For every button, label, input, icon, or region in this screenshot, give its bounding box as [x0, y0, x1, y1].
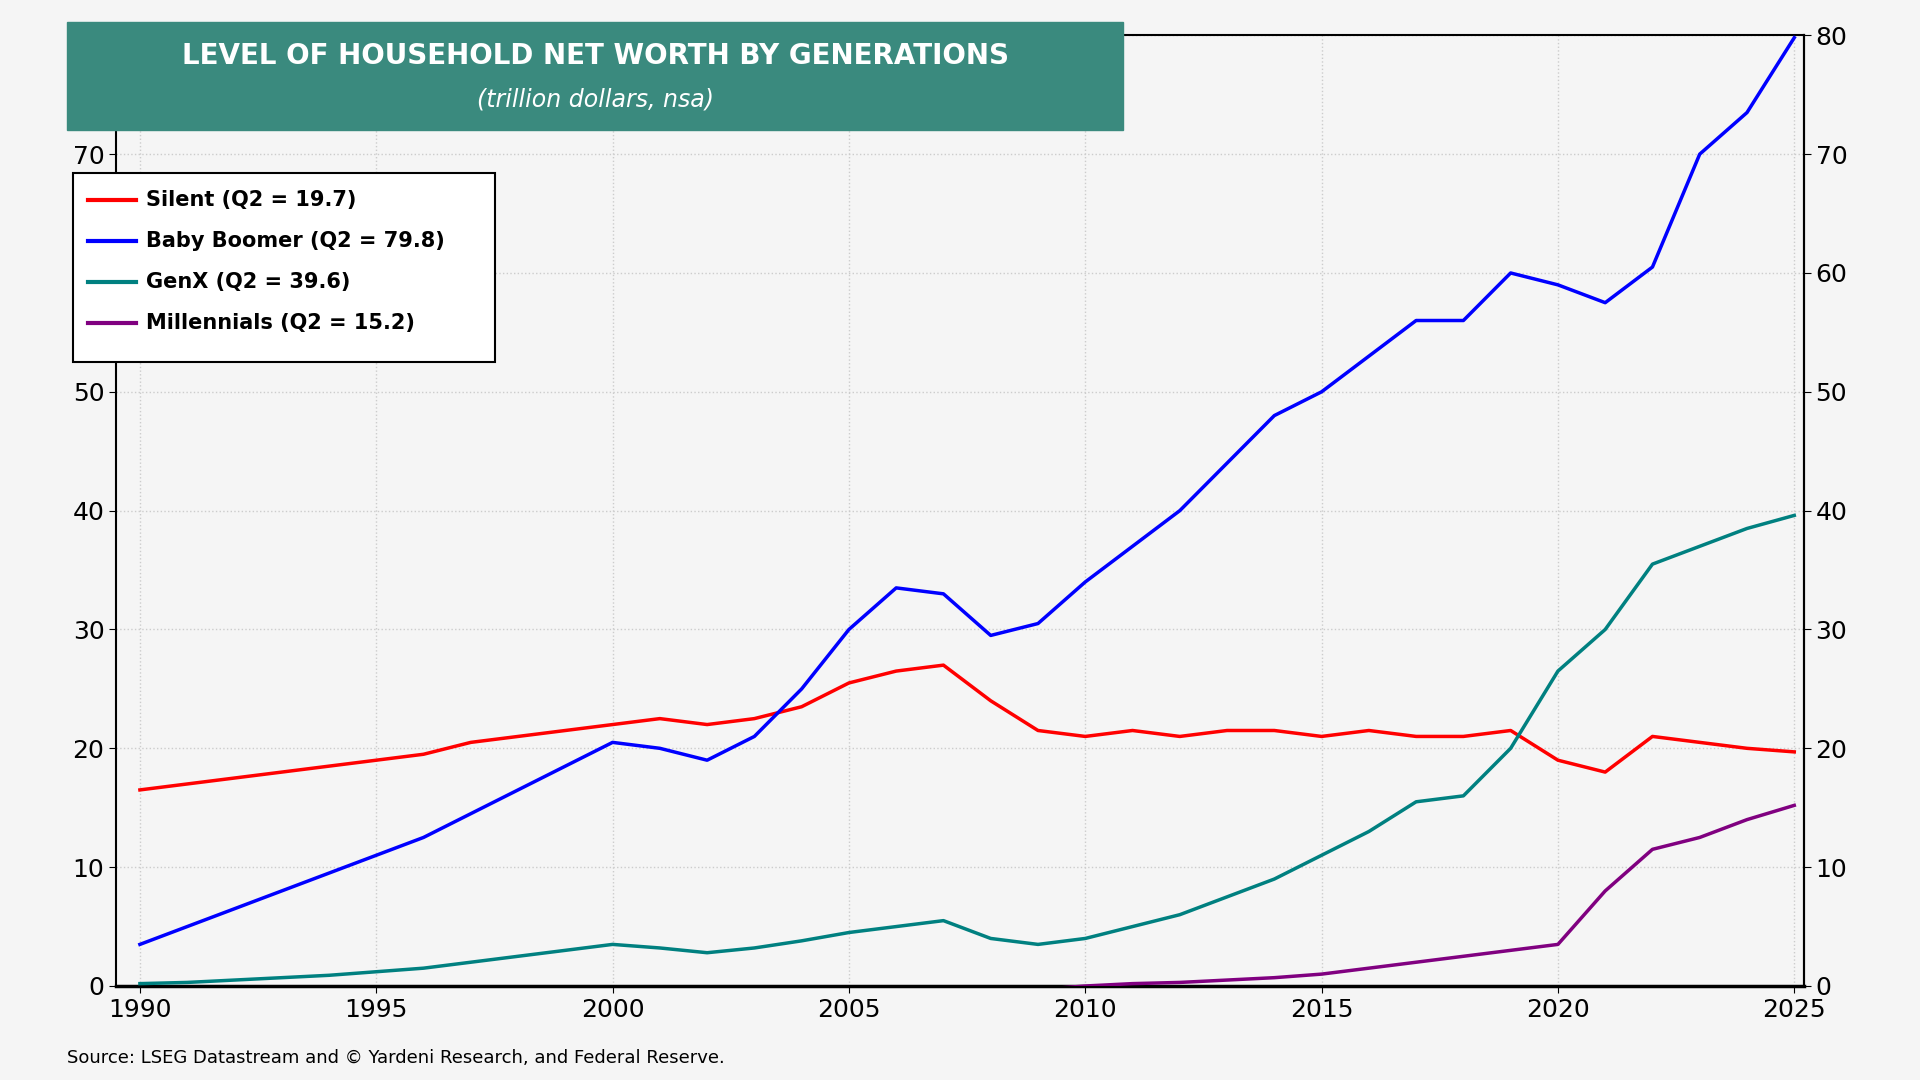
Text: GenX (Q2 = 39.6): GenX (Q2 = 39.6): [146, 272, 349, 292]
Text: Silent (Q2 = 19.7): Silent (Q2 = 19.7): [146, 190, 357, 210]
Text: Millennials (Q2 = 15.2): Millennials (Q2 = 15.2): [146, 313, 415, 333]
Text: Source: LSEG Datastream and © Yardeni Research, and Federal Reserve.: Source: LSEG Datastream and © Yardeni Re…: [67, 1049, 726, 1067]
Text: LEVEL OF HOUSEHOLD NET WORTH BY GENERATIONS: LEVEL OF HOUSEHOLD NET WORTH BY GENERATI…: [182, 42, 1008, 70]
Text: (trillion dollars, nsa): (trillion dollars, nsa): [476, 87, 714, 111]
Text: Baby Boomer (Q2 = 79.8): Baby Boomer (Q2 = 79.8): [146, 231, 445, 251]
